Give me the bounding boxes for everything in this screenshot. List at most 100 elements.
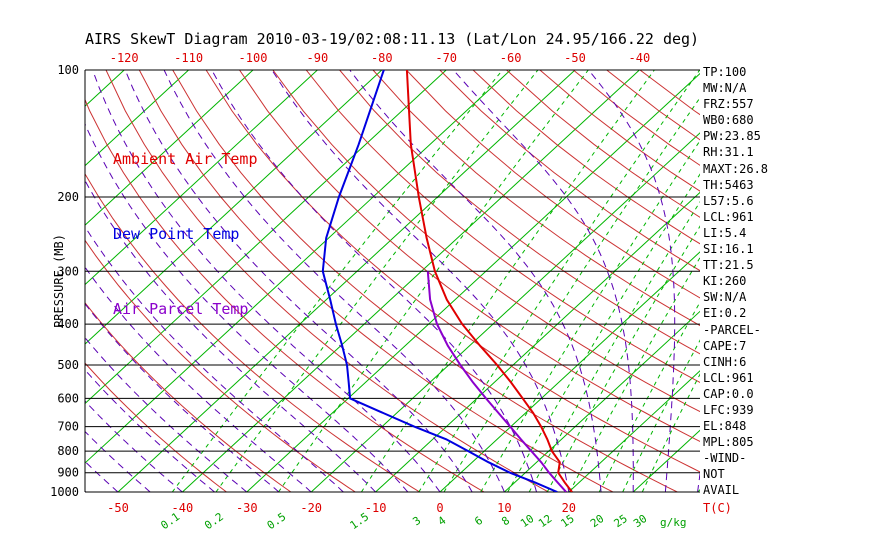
dry-adiabat-line <box>85 172 420 492</box>
pressure-tick-label: 600 <box>57 391 79 405</box>
stat-line: KI:260 <box>703 274 747 289</box>
stat-line: LCL:961 <box>703 209 754 224</box>
moist-adiabat-line <box>453 70 634 492</box>
bottom-temp-tick-label: -30 <box>236 501 258 515</box>
moist-adiabat-line <box>92 70 441 492</box>
pressure-tick-label: 300 <box>57 264 79 278</box>
dry-adiabat-line <box>105 70 549 492</box>
isotherm-line <box>85 70 447 405</box>
mixing-ratio-tick-label: 25 <box>612 512 630 530</box>
stat-line: TT:21.5 <box>703 258 754 273</box>
sounding-curves <box>321 70 573 492</box>
ambient-temp-curve <box>405 70 573 492</box>
mixing-ratio-line <box>215 70 539 492</box>
isotherm-line <box>85 70 383 345</box>
mixing-ratio-line <box>598 301 700 492</box>
dry-adiabat-line <box>439 70 700 272</box>
isotherm-line <box>439 251 700 492</box>
air-parcel-curve <box>426 271 567 492</box>
isotherm-line <box>85 70 254 226</box>
mixing-ratio-line <box>528 201 700 492</box>
mixing-ratio-tick-label: 30 <box>631 512 649 530</box>
dry-adiabat-line <box>85 301 292 492</box>
bottom-temp-tick-label: 20 <box>562 501 576 515</box>
stat-line: -PARCEL- <box>703 322 761 337</box>
mixing-ratio-tick-label: 3 <box>410 514 423 528</box>
dry-adiabat-line <box>239 70 700 443</box>
top-temp-tick-label: -50 <box>564 51 586 65</box>
legend-ambient-air-temp: Ambient Air Temp <box>113 150 258 168</box>
stat-line: TP:100 <box>703 65 747 79</box>
isotherm-line <box>375 191 700 492</box>
dry-adiabat-line <box>138 70 614 492</box>
stat-line: MAXT:26.8 <box>703 161 769 176</box>
top-temp-tick-label: -110 <box>174 51 203 65</box>
dry-adiabat-line <box>85 98 485 492</box>
stat-line: LCL:961 <box>703 370 754 385</box>
stat-line: AVAIL <box>703 483 740 498</box>
pressure-tick-label: 500 <box>57 358 79 372</box>
pressure-tick-label: 100 <box>57 63 79 77</box>
pressure-tick-label: 800 <box>57 444 79 458</box>
stat-line: LFC:939 <box>703 402 754 417</box>
stat-line: TH:5463 <box>703 177 754 192</box>
top-temp-tick-label: -100 <box>239 51 268 65</box>
pressure-tick-label: 700 <box>57 420 79 434</box>
top-temp-tick-label: -70 <box>435 51 457 65</box>
moist-adiabat-line <box>85 122 409 492</box>
top-temp-tick-label: -40 <box>629 51 651 65</box>
dry-adiabat-line <box>339 70 700 355</box>
dry-adiabat-line <box>272 70 700 413</box>
dry-adiabat-line <box>85 239 356 492</box>
dew-point-curve <box>321 70 558 492</box>
pressure-tick-label: 900 <box>57 466 79 480</box>
mixing-ratio-line <box>418 70 700 492</box>
legend-dew-point-temp: Dew Point Temp <box>113 225 240 243</box>
mixing-ratio-tick-label: 10 <box>518 512 536 530</box>
stat-line: L57:5.6 <box>703 193 754 208</box>
mixing-ratio-tick-label: 6 <box>472 514 485 528</box>
mixing-ratio-line <box>569 256 700 492</box>
stat-line: PW:23.85 <box>703 129 761 144</box>
isotherm-line <box>568 370 700 492</box>
legend-air-parcel-temp: Air Parcel Temp <box>113 300 249 318</box>
stat-line: CAP:0.0 <box>703 386 754 401</box>
stat-line: CAPE:7 <box>703 338 747 353</box>
stat-line: LI:5.4 <box>703 225 747 240</box>
mixing-ratio-tick-label: 20 <box>588 512 606 530</box>
pressure-tick-label: 200 <box>57 190 79 204</box>
mixing-ratio-tick-label: 0.2 <box>202 510 226 532</box>
isotherm-line <box>85 70 511 464</box>
moist-adiabat-line <box>124 70 473 492</box>
isotherm-line <box>85 70 189 167</box>
mixing-ratio-tick-label: 4 <box>436 514 449 529</box>
mixing-ratio-tick-label: 12 <box>536 512 554 530</box>
moist-adiabat-line <box>211 70 538 492</box>
mixing-ratio-tick-label: 15 <box>558 512 576 530</box>
bottom-temp-tick-label: -40 <box>172 501 194 515</box>
isotherm-line <box>85 70 318 286</box>
stat-line: EL:848 <box>703 419 747 434</box>
bottom-temp-tick-label: -10 <box>365 501 387 515</box>
dry-adiabat-line <box>406 70 700 299</box>
isotherm-line <box>246 72 700 492</box>
isotherm-line <box>0 70 60 492</box>
stat-line: CINH:6 <box>703 354 747 369</box>
moist-adiabat-line <box>349 70 602 492</box>
mixing-ratio-line <box>171 70 503 492</box>
top-temp-tick-label: -60 <box>500 51 522 65</box>
dry-adiabat-line <box>372 70 700 327</box>
chart-title: AIRS SkewT Diagram 2010-03-19/02:08:11.1… <box>85 30 700 48</box>
stat-line: MPL:805 <box>703 435 754 450</box>
stat-line: -WIND- <box>703 451 747 466</box>
moist-adiabat-line <box>163 70 505 492</box>
stats-panel: TP:100 MW:N/A FRZ:557 WB0:680 PW:23.85 RH:31.… <box>703 64 768 499</box>
bottom-temp-tick-label: -50 <box>107 501 129 515</box>
legend: Ambient Air Temp Dew Point Temp Air Parc… <box>113 97 258 372</box>
pressure-tick-label: 1000 <box>50 485 79 499</box>
mixing-unit-label: g/kg <box>660 516 687 529</box>
temp-unit-label: T(C) <box>703 501 732 515</box>
bottom-temp-tick-label: 0 <box>436 501 443 515</box>
